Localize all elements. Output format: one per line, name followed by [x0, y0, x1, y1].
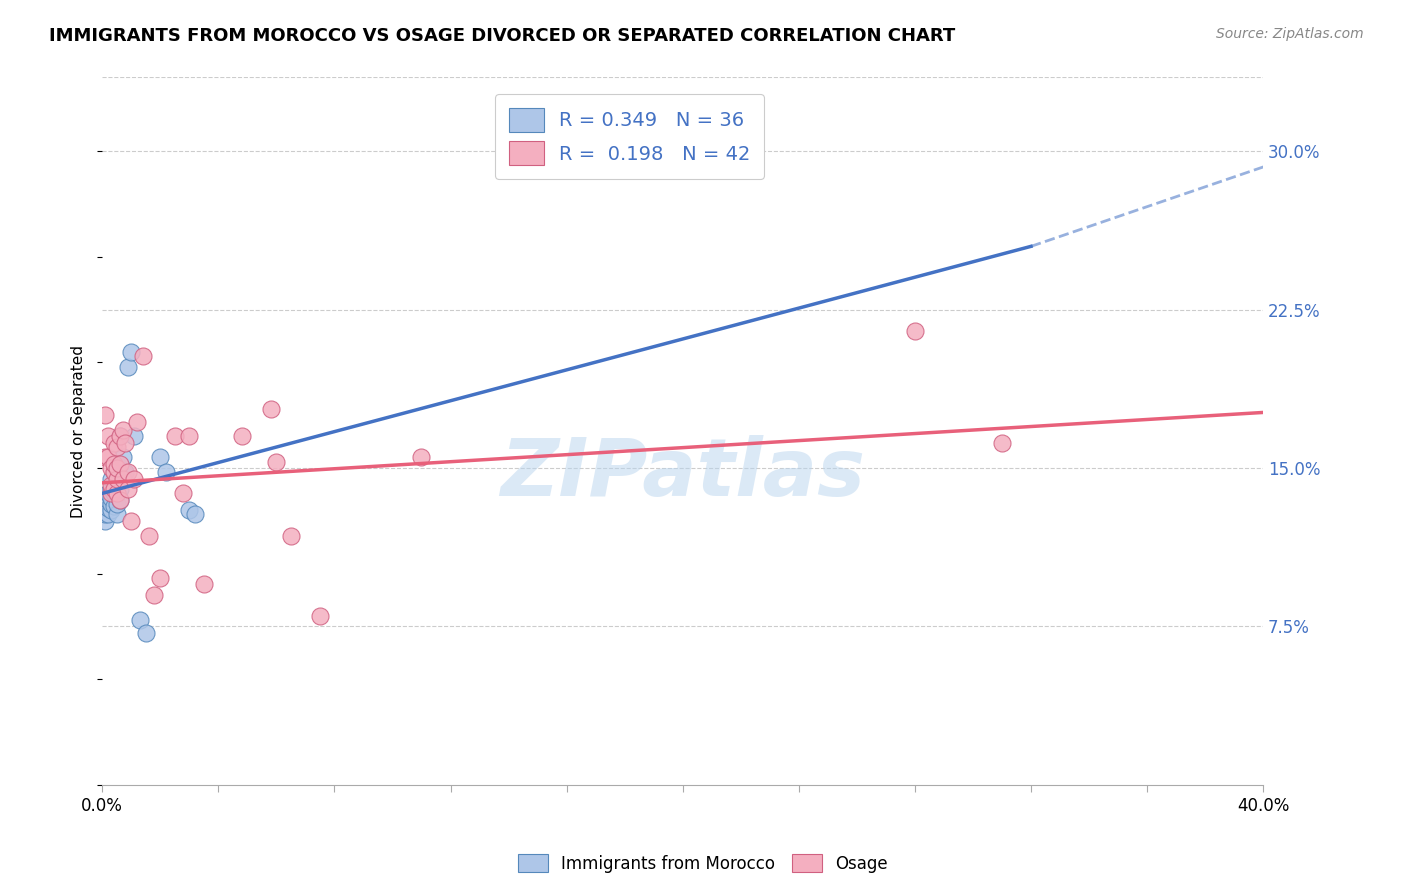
Point [163, 429, 186, 443]
Point [129, 613, 152, 627]
Point [266, 455, 288, 469]
Point [135, 625, 157, 640]
Point [179, 429, 201, 443]
Point [103, 475, 125, 490]
Point [97, 501, 120, 516]
Point [111, 472, 134, 486]
Point [105, 478, 128, 492]
Point [94, 499, 117, 513]
Point [111, 423, 134, 437]
Point [105, 486, 128, 500]
Point [103, 482, 125, 496]
Point [108, 429, 131, 443]
Point [94, 450, 117, 465]
Point [103, 465, 125, 479]
Legend: R = 0.349   N = 36, R =  0.198   N = 42: R = 0.349 N = 36, R = 0.198 N = 42 [495, 95, 765, 178]
Point [100, 482, 122, 496]
Point [94, 508, 117, 522]
Point [108, 492, 131, 507]
Point [97, 508, 120, 522]
Point [108, 482, 131, 496]
Point [114, 465, 136, 479]
Point [179, 503, 201, 517]
Point [105, 472, 128, 486]
Point [117, 359, 139, 374]
Point [125, 415, 148, 429]
Point [97, 450, 120, 465]
Point [100, 491, 122, 505]
Point [309, 608, 332, 623]
Point [117, 482, 139, 496]
Point [149, 571, 172, 585]
Point [103, 465, 125, 479]
Point [105, 486, 128, 500]
Point [259, 401, 281, 416]
Point [105, 497, 128, 511]
Point [100, 486, 122, 500]
Point [111, 450, 134, 465]
Point [193, 577, 215, 591]
Point [94, 514, 117, 528]
Point [103, 435, 125, 450]
Point [105, 440, 128, 454]
Text: ZIPatlas: ZIPatlas [501, 434, 865, 513]
Point [97, 492, 120, 507]
Point [100, 503, 122, 517]
Point [120, 345, 142, 359]
Point [105, 461, 128, 475]
Point [411, 450, 433, 465]
Point [155, 465, 177, 479]
Point [108, 492, 131, 507]
Point [143, 588, 166, 602]
Point [122, 429, 145, 443]
Point [105, 508, 128, 522]
Point [117, 465, 139, 479]
Point [94, 409, 117, 423]
Point [132, 349, 155, 363]
Point [991, 435, 1014, 450]
Point [122, 472, 145, 486]
Point [97, 486, 120, 500]
Point [172, 486, 194, 500]
Point [100, 461, 122, 475]
Text: Source: ZipAtlas.com: Source: ZipAtlas.com [1216, 27, 1364, 41]
Point [120, 514, 142, 528]
Point [105, 457, 128, 471]
Point [904, 324, 927, 338]
Point [103, 457, 125, 471]
Point [103, 499, 125, 513]
Point [108, 457, 131, 471]
Point [97, 429, 120, 443]
Point [231, 429, 253, 443]
Text: IMMIGRANTS FROM MOROCCO VS OSAGE DIVORCED OR SEPARATED CORRELATION CHART: IMMIGRANTS FROM MOROCCO VS OSAGE DIVORCE… [49, 27, 956, 45]
Point [100, 478, 122, 492]
Point [114, 435, 136, 450]
Point [111, 465, 134, 479]
Point [184, 508, 207, 522]
Point [103, 486, 125, 500]
Point [108, 429, 131, 443]
Point [100, 472, 122, 486]
Legend: Immigrants from Morocco, Osage: Immigrants from Morocco, Osage [512, 847, 894, 880]
Y-axis label: Divorced or Separated: Divorced or Separated [72, 344, 86, 517]
Point [100, 497, 122, 511]
Point [138, 528, 160, 542]
Point [149, 450, 172, 465]
Point [280, 528, 302, 542]
